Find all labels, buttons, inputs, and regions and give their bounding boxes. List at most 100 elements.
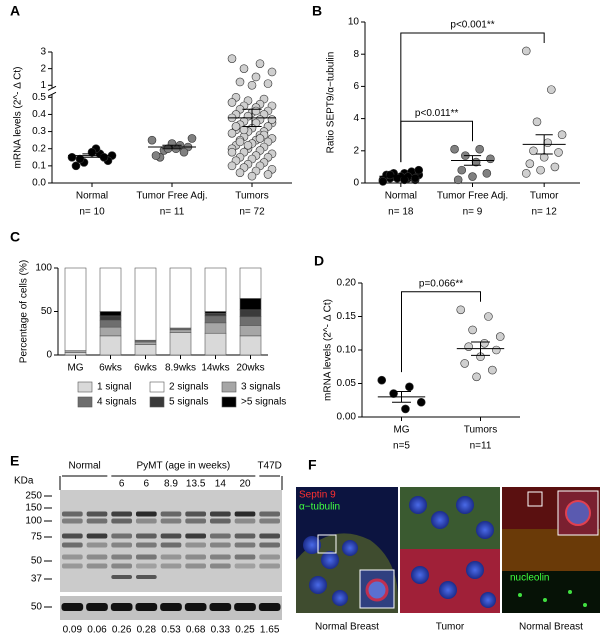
blot-band bbox=[61, 542, 83, 548]
data-point bbox=[389, 389, 398, 398]
n-label: n=11 bbox=[470, 441, 492, 452]
image-caption: Normal Breast bbox=[315, 622, 379, 633]
legend-label: 2 signals bbox=[169, 382, 208, 393]
stain-label: Septin 9 bbox=[299, 490, 336, 501]
y-tick-label: 0 bbox=[353, 178, 359, 189]
cell bbox=[409, 496, 427, 514]
blot-band bbox=[111, 542, 133, 548]
bar-segment bbox=[239, 298, 262, 311]
loading-band bbox=[135, 603, 158, 611]
quantification: 0.26 bbox=[112, 625, 132, 636]
blot-band bbox=[111, 575, 133, 579]
x-tick-label: 20wks bbox=[236, 363, 264, 374]
mw-marker: 50 bbox=[31, 556, 43, 567]
data-point bbox=[405, 382, 414, 392]
data-point bbox=[247, 171, 257, 181]
bar-segment bbox=[169, 267, 192, 329]
significance-bracket bbox=[401, 291, 481, 373]
bar-segment bbox=[239, 309, 262, 318]
data-point bbox=[255, 59, 265, 68]
p-value: p<0.011** bbox=[415, 108, 459, 119]
data-point bbox=[468, 325, 477, 335]
n-label: n=5 bbox=[393, 441, 410, 452]
x-tick-label: Tumors bbox=[464, 425, 498, 436]
data-point bbox=[235, 168, 245, 178]
data-point bbox=[468, 172, 477, 181]
data-point bbox=[247, 81, 257, 90]
legend-label: 4 signals bbox=[97, 397, 136, 408]
quantification: 0.28 bbox=[137, 625, 157, 636]
x-tick-label: MG bbox=[393, 425, 409, 436]
cell bbox=[303, 536, 321, 554]
y-tick-label: 0.3 bbox=[32, 126, 46, 137]
legend-swatch bbox=[149, 381, 165, 393]
data-point bbox=[227, 128, 237, 138]
n-label: n= 11 bbox=[160, 207, 185, 218]
blot-band bbox=[111, 563, 133, 569]
data-point bbox=[231, 122, 241, 131]
data-point bbox=[488, 365, 497, 375]
cell bbox=[431, 511, 449, 529]
blot-band bbox=[135, 563, 157, 569]
significance-bracket bbox=[400, 120, 473, 163]
blot-band bbox=[234, 511, 256, 517]
blot-band bbox=[234, 554, 256, 560]
data-point bbox=[67, 152, 77, 162]
y-axis-label: mRNA levels (2^- Δ Ct) bbox=[13, 67, 24, 169]
blot-band bbox=[259, 554, 281, 560]
loading-band bbox=[61, 603, 84, 611]
data-point bbox=[235, 137, 245, 147]
data-point bbox=[521, 46, 531, 56]
data-point bbox=[554, 148, 563, 157]
y-axis-label: mRNA levels (2^- Δ Ct) bbox=[323, 299, 334, 401]
blot-band bbox=[86, 542, 108, 548]
y-tick-label: 2 bbox=[40, 63, 46, 74]
legend-swatch bbox=[77, 381, 93, 393]
nucleolus bbox=[568, 590, 572, 594]
y-tick-label: 0.20 bbox=[337, 278, 357, 289]
blot-band bbox=[86, 511, 108, 517]
data-point bbox=[263, 170, 273, 179]
data-point bbox=[450, 144, 459, 154]
axis-break bbox=[47, 91, 57, 97]
cell bbox=[321, 551, 339, 569]
bar-segment bbox=[239, 335, 262, 356]
loading-band bbox=[184, 603, 207, 611]
cell bbox=[411, 566, 429, 584]
x-tick-label: Tumor Free Adj. bbox=[437, 191, 508, 202]
lane-label: 20 bbox=[239, 479, 251, 490]
n-label: n= 12 bbox=[532, 207, 558, 218]
data-point bbox=[557, 130, 567, 139]
data-point bbox=[486, 154, 495, 164]
data-point bbox=[243, 140, 253, 150]
blot-unit: KDa bbox=[14, 476, 34, 487]
y-tick-label: 0.0 bbox=[32, 178, 46, 189]
blot-upper bbox=[60, 490, 282, 592]
mw-marker: 37 bbox=[31, 574, 43, 585]
inset-cell bbox=[565, 500, 591, 526]
bar-segment bbox=[169, 329, 192, 333]
data-point bbox=[475, 144, 484, 154]
data-point bbox=[147, 135, 157, 145]
cell bbox=[439, 581, 457, 599]
y-tick-label: 0.5 bbox=[32, 92, 46, 103]
blot-band bbox=[135, 511, 157, 517]
data-point bbox=[227, 147, 237, 157]
data-point bbox=[532, 117, 542, 127]
blot-band bbox=[160, 563, 182, 569]
blot-band bbox=[209, 533, 231, 539]
blot-band bbox=[61, 518, 83, 524]
data-point bbox=[491, 345, 501, 355]
bar-segment bbox=[204, 322, 227, 334]
mw-marker: 50 bbox=[31, 602, 43, 613]
legend-swatch bbox=[221, 396, 237, 408]
data-point bbox=[550, 162, 560, 172]
bar-segment bbox=[99, 335, 122, 356]
legend-swatch bbox=[221, 381, 237, 393]
y-tick-label: 8 bbox=[353, 49, 359, 60]
bar-segment bbox=[99, 319, 122, 328]
x-tick-label: Normal bbox=[76, 191, 108, 202]
loading-band bbox=[209, 603, 232, 611]
data-point bbox=[482, 169, 492, 178]
data-point bbox=[464, 342, 473, 351]
